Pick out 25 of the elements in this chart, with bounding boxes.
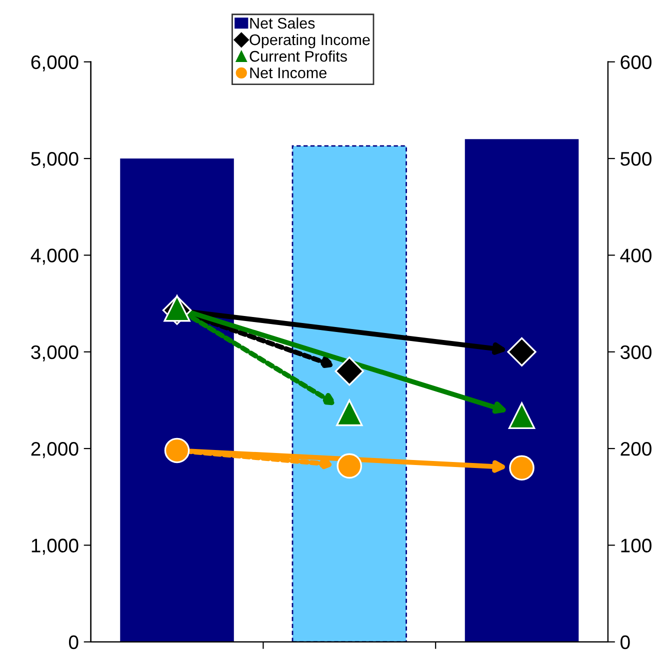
- y-tick-label: 2,000: [31, 442, 78, 458]
- y2-tick-label: 0: [620, 635, 630, 650]
- y2-tick-label: 200: [620, 442, 652, 456]
- legend-label: Operating Income: [250, 34, 370, 48]
- point: [336, 453, 362, 479]
- legend-label: Net Sales: [250, 17, 315, 29]
- y2-tick-label: 400: [620, 248, 652, 262]
- point: [509, 455, 534, 481]
- y2-tick-label: 100: [621, 538, 652, 552]
- point: [507, 337, 536, 366]
- y-tick-label: 1,000: [32, 538, 78, 555]
- y-tick-label: 3,000: [31, 345, 78, 362]
- y2-tick-label: 600: [620, 55, 652, 70]
- y-tick-label: 6,000: [31, 55, 78, 72]
- point: [334, 356, 364, 386]
- legend-label: Net Income: [250, 68, 326, 78]
- y2-tick-label: 500: [620, 152, 652, 166]
- point: [164, 438, 190, 464]
- y-tick-label: 5,000: [31, 152, 78, 168]
- point: [336, 399, 363, 426]
- y2-tick-label: 300: [620, 345, 652, 360]
- y-tick-label: 0: [68, 635, 78, 650]
- legend-label: Current Profits: [250, 50, 347, 62]
- y-tick-label: 4,000: [30, 248, 78, 265]
- point: [508, 402, 536, 430]
